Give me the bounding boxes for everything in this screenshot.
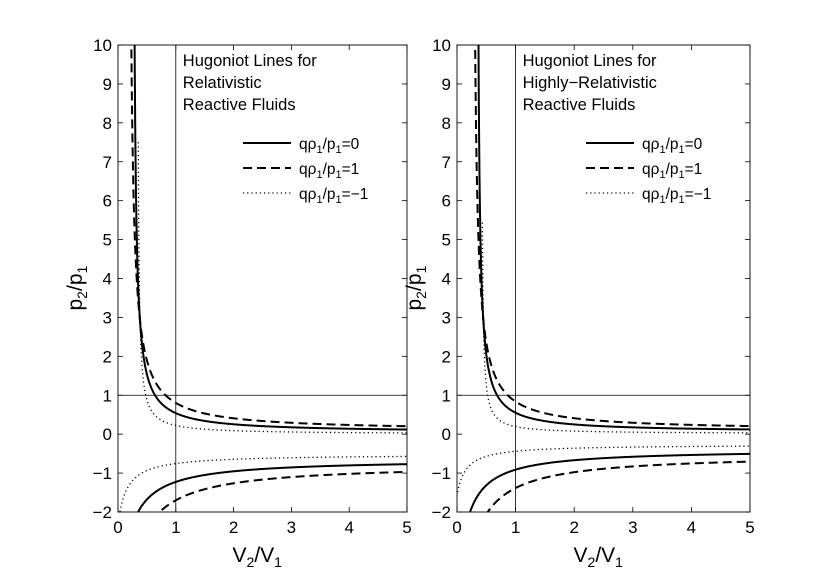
y-tick-label: 5 bbox=[442, 231, 451, 250]
x-tick-label: 1 bbox=[511, 518, 520, 537]
y-tick-label: 0 bbox=[103, 425, 112, 444]
y-tick-label: −2 bbox=[93, 503, 112, 522]
y-tick-label: 8 bbox=[103, 114, 112, 133]
x-tick-label: 3 bbox=[287, 518, 296, 537]
y-tick-label: 4 bbox=[103, 270, 112, 289]
x-axis-label: V2/V1 bbox=[574, 544, 624, 570]
chart-title-line: Reactive Fluids bbox=[523, 96, 636, 114]
y-tick-label: 2 bbox=[442, 347, 451, 366]
y-tick-label: 3 bbox=[442, 308, 451, 327]
chart-panel-1: 0 1 2 3 4 5 −2 −1 0 1 2 3 4 5 6 7 8 9 10 V2/V1 p2/p1 Hugoniot… bbox=[64, 36, 412, 570]
series-line-dotted-lower bbox=[119, 455, 407, 512]
y-tick-label: 4 bbox=[442, 270, 451, 289]
series-line-solid-lower bbox=[468, 452, 750, 512]
y-tick-label: 9 bbox=[103, 75, 112, 94]
y-tick-label: 8 bbox=[442, 114, 451, 133]
legend: qρ1/p1=0 qρ1/p1=1 qρ1/p1=−1 bbox=[243, 136, 368, 206]
series-line-solid-lower bbox=[136, 463, 407, 512]
y-tick-label: 2 bbox=[103, 347, 112, 366]
y-axis-label: p2/p1 bbox=[64, 266, 90, 311]
series-line-dotted-upper bbox=[481, 222, 750, 434]
x-tick-label: 4 bbox=[687, 518, 696, 537]
y-axis-label: p2/p1 bbox=[403, 266, 429, 311]
chart-panel-2: 0 1 2 3 4 5 −2 −1 0 1 2 3 4 5 6 7 8 9 10 V2/V1 p2/p1 Hugoniot… bbox=[403, 36, 755, 570]
chart-title-line: Hugoniot Lines for bbox=[523, 52, 657, 70]
series-line-solid-upper bbox=[477, 45, 750, 431]
y-tick-label: −1 bbox=[93, 464, 112, 483]
y-tick-label: −1 bbox=[432, 464, 451, 483]
chart-title-line: Highly−Relativistic bbox=[523, 74, 657, 92]
y-tick-label: 5 bbox=[103, 231, 112, 250]
plot-frame bbox=[117, 44, 408, 513]
x-tick-label: 2 bbox=[229, 518, 238, 537]
legend-label: qρ1/p1=0 bbox=[299, 136, 360, 156]
legend-label: qρ1/p1=−1 bbox=[299, 186, 368, 206]
y-tick-label: −2 bbox=[432, 503, 451, 522]
series-line-dashed-upper bbox=[130, 45, 407, 428]
legend-label: qρ1/p1=1 bbox=[642, 161, 702, 181]
y-tick-label: 1 bbox=[103, 386, 112, 405]
x-tick-label: 0 bbox=[113, 518, 122, 537]
x-tick-label: 0 bbox=[452, 518, 461, 537]
x-tick-label: 2 bbox=[569, 518, 578, 537]
legend-label: qρ1/p1=−1 bbox=[642, 186, 711, 206]
series-line-dashed-upper bbox=[474, 45, 750, 428]
series-line-dashed-lower bbox=[486, 460, 750, 512]
y-tick-label: 3 bbox=[103, 308, 112, 327]
plot-frame bbox=[456, 44, 751, 513]
x-tick-label: 3 bbox=[628, 518, 637, 537]
x-axis-label: V2/V1 bbox=[233, 544, 283, 570]
y-tick-label: 1 bbox=[442, 386, 451, 405]
series-line-solid-upper bbox=[133, 45, 407, 431]
series-line-dashed-lower bbox=[158, 470, 407, 512]
x-tick-label: 5 bbox=[745, 518, 754, 537]
chart-title-line: Relativistic bbox=[183, 74, 262, 92]
x-tick-label: 5 bbox=[402, 518, 411, 537]
legend: qρ1/p1=0 qρ1/p1=1 qρ1/p1=−1 bbox=[586, 136, 711, 206]
legend-label: qρ1/p1=1 bbox=[299, 161, 359, 181]
y-tick-label: 7 bbox=[103, 153, 112, 172]
chart-title-line: Hugoniot Lines for bbox=[183, 52, 317, 70]
y-tick-label: 7 bbox=[442, 153, 451, 172]
y-tick-label: 9 bbox=[442, 75, 451, 94]
legend-label: qρ1/p1=0 bbox=[642, 136, 703, 156]
chart-title-line: Reactive Fluids bbox=[183, 96, 296, 114]
y-tick-label: 10 bbox=[432, 36, 451, 55]
x-tick-label: 1 bbox=[171, 518, 180, 537]
x-tick-label: 4 bbox=[344, 518, 353, 537]
y-tick-label: 0 bbox=[442, 425, 451, 444]
y-tick-label: 6 bbox=[103, 192, 112, 211]
y-tick-label: 6 bbox=[442, 192, 451, 211]
y-tick-label: 10 bbox=[93, 36, 112, 55]
